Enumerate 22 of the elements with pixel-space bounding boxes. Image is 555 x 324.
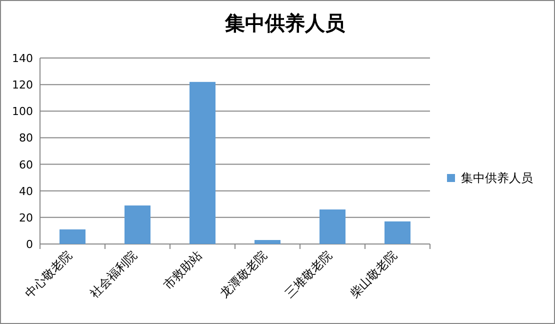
y-tick-label: 60 (19, 158, 33, 172)
y-tick-label: 140 (12, 52, 33, 65)
y-tick-label: 0 (26, 238, 33, 251)
legend-label: 集中供养人员 (461, 171, 533, 185)
bar (190, 82, 216, 244)
x-tick-label: 社会福利院 (87, 248, 140, 301)
x-tick-label: 市救助站 (160, 248, 205, 292)
x-tick-label: 中心敬老院 (22, 248, 75, 301)
y-tick-label: 120 (12, 78, 33, 92)
x-tick-label: 龙潭敬老院 (217, 248, 270, 301)
bar (320, 209, 346, 244)
x-tick-label: 三堆敬老院 (282, 248, 335, 301)
bar (254, 240, 280, 244)
y-tick-label: 80 (19, 132, 33, 145)
bar (60, 229, 86, 244)
y-tick-label: 40 (19, 184, 33, 198)
chart-title: 集中供养人员 (224, 11, 346, 35)
y-tick-label: 20 (19, 211, 33, 224)
x-tick-label: 柴山敬老院 (347, 248, 400, 301)
bar (384, 221, 410, 244)
y-tick-label: 100 (12, 105, 33, 118)
bar (124, 205, 150, 244)
